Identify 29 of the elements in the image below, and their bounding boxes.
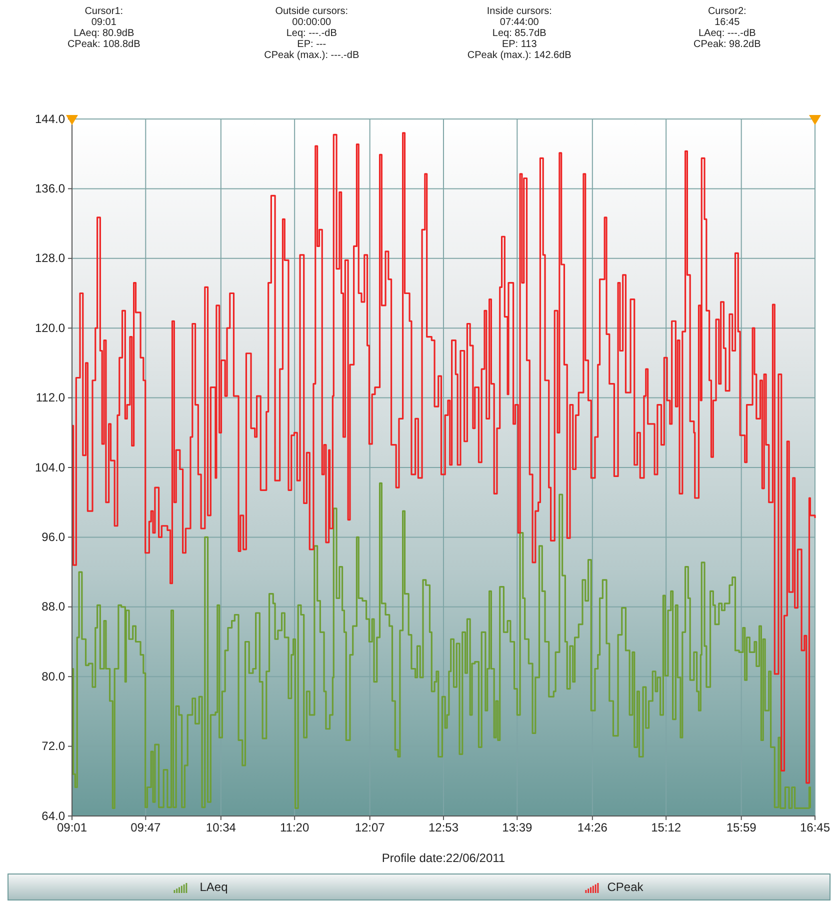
y-tick-label: 104.0	[34, 460, 66, 474]
text: Inside cursors: 07:44:00 Leq: 85.7dB EP: 113 CPeak (max.): 142.6dB	[467, 6, 572, 61]
x-tick-label: 13:39	[502, 820, 532, 835]
x-tick-label: 12:53	[428, 820, 459, 835]
legend-label: LAeq	[200, 880, 228, 894]
y-tick-label: 120.0	[34, 320, 66, 335]
y-tick-label: 80.0	[42, 669, 66, 684]
y-tick-label: 64.0	[42, 808, 66, 823]
y-tick-label: 144.0	[34, 112, 66, 126]
x-tick-label: 15:12	[651, 820, 682, 835]
text: Outside cursors: 00:00:00 Leq: ---.-dB EP: --- CPeak (max.): ---.-dB	[264, 6, 360, 61]
text: Cursor1: 09:01 LAeq: 80.9dB CPeak: 108.8dB	[67, 6, 141, 50]
x-tick-label: 15:59	[726, 820, 757, 835]
x-tick-label: 12:07	[354, 820, 386, 835]
x-tick-label: 14:26	[577, 820, 608, 835]
y-tick-label: 112.0	[36, 390, 66, 405]
y-tick-label: 72.0	[42, 739, 66, 754]
x-tick-label: 09:47	[130, 820, 161, 835]
y-tick-label: 96.0	[42, 530, 66, 544]
text: Cursor2: 16:45 LAeq: ---.-dB CPeak: 98.2dB	[693, 6, 762, 50]
x-tick-label: 10:34	[206, 820, 236, 835]
x-tick-label: 09:01	[56, 820, 88, 835]
x-tick-label: 11:20	[280, 820, 310, 835]
legend-label: CPeak	[607, 880, 644, 894]
y-tick-label: 88.0	[42, 600, 66, 614]
y-tick-label: 136.0	[34, 182, 66, 196]
x-tick-label: 16:45	[800, 820, 830, 835]
x-axis-title: Profile date:22/06/2011	[382, 851, 506, 865]
y-tick-label: 128.0	[34, 251, 66, 266]
